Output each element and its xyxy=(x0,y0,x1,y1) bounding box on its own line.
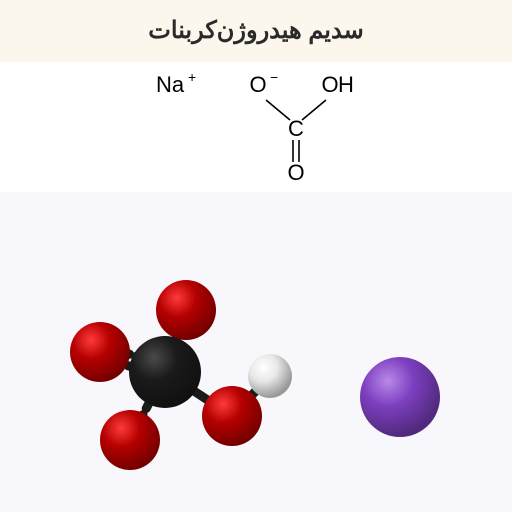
svg-text:H: H xyxy=(338,72,354,97)
sodium-atom xyxy=(360,357,440,437)
svg-text:C: C xyxy=(288,116,304,141)
carbon-atom xyxy=(129,336,201,408)
structural-formula-svg: Na+O−OHCO xyxy=(0,62,512,192)
compound-title: سدیم هیدروژن‌کربنات xyxy=(148,17,363,44)
structural-formula-panel: Na+O−OHCO xyxy=(0,62,512,192)
svg-text:O: O xyxy=(249,72,266,97)
hydrogen-atom xyxy=(248,354,292,398)
oxygen-atom xyxy=(100,410,160,470)
svg-text:−: − xyxy=(270,69,278,85)
svg-text:O: O xyxy=(287,160,304,185)
svg-text:+: + xyxy=(188,69,196,85)
oxygen-atom xyxy=(70,322,130,382)
svg-text:Na: Na xyxy=(156,72,185,97)
ball-stick-svg xyxy=(0,192,512,512)
oxygen-atom xyxy=(202,386,262,446)
oxygen-atom xyxy=(156,280,216,340)
title-bar: سدیم هیدروژن‌کربنات xyxy=(0,0,512,62)
ball-stick-panel xyxy=(0,192,512,512)
svg-text:O: O xyxy=(321,72,338,97)
